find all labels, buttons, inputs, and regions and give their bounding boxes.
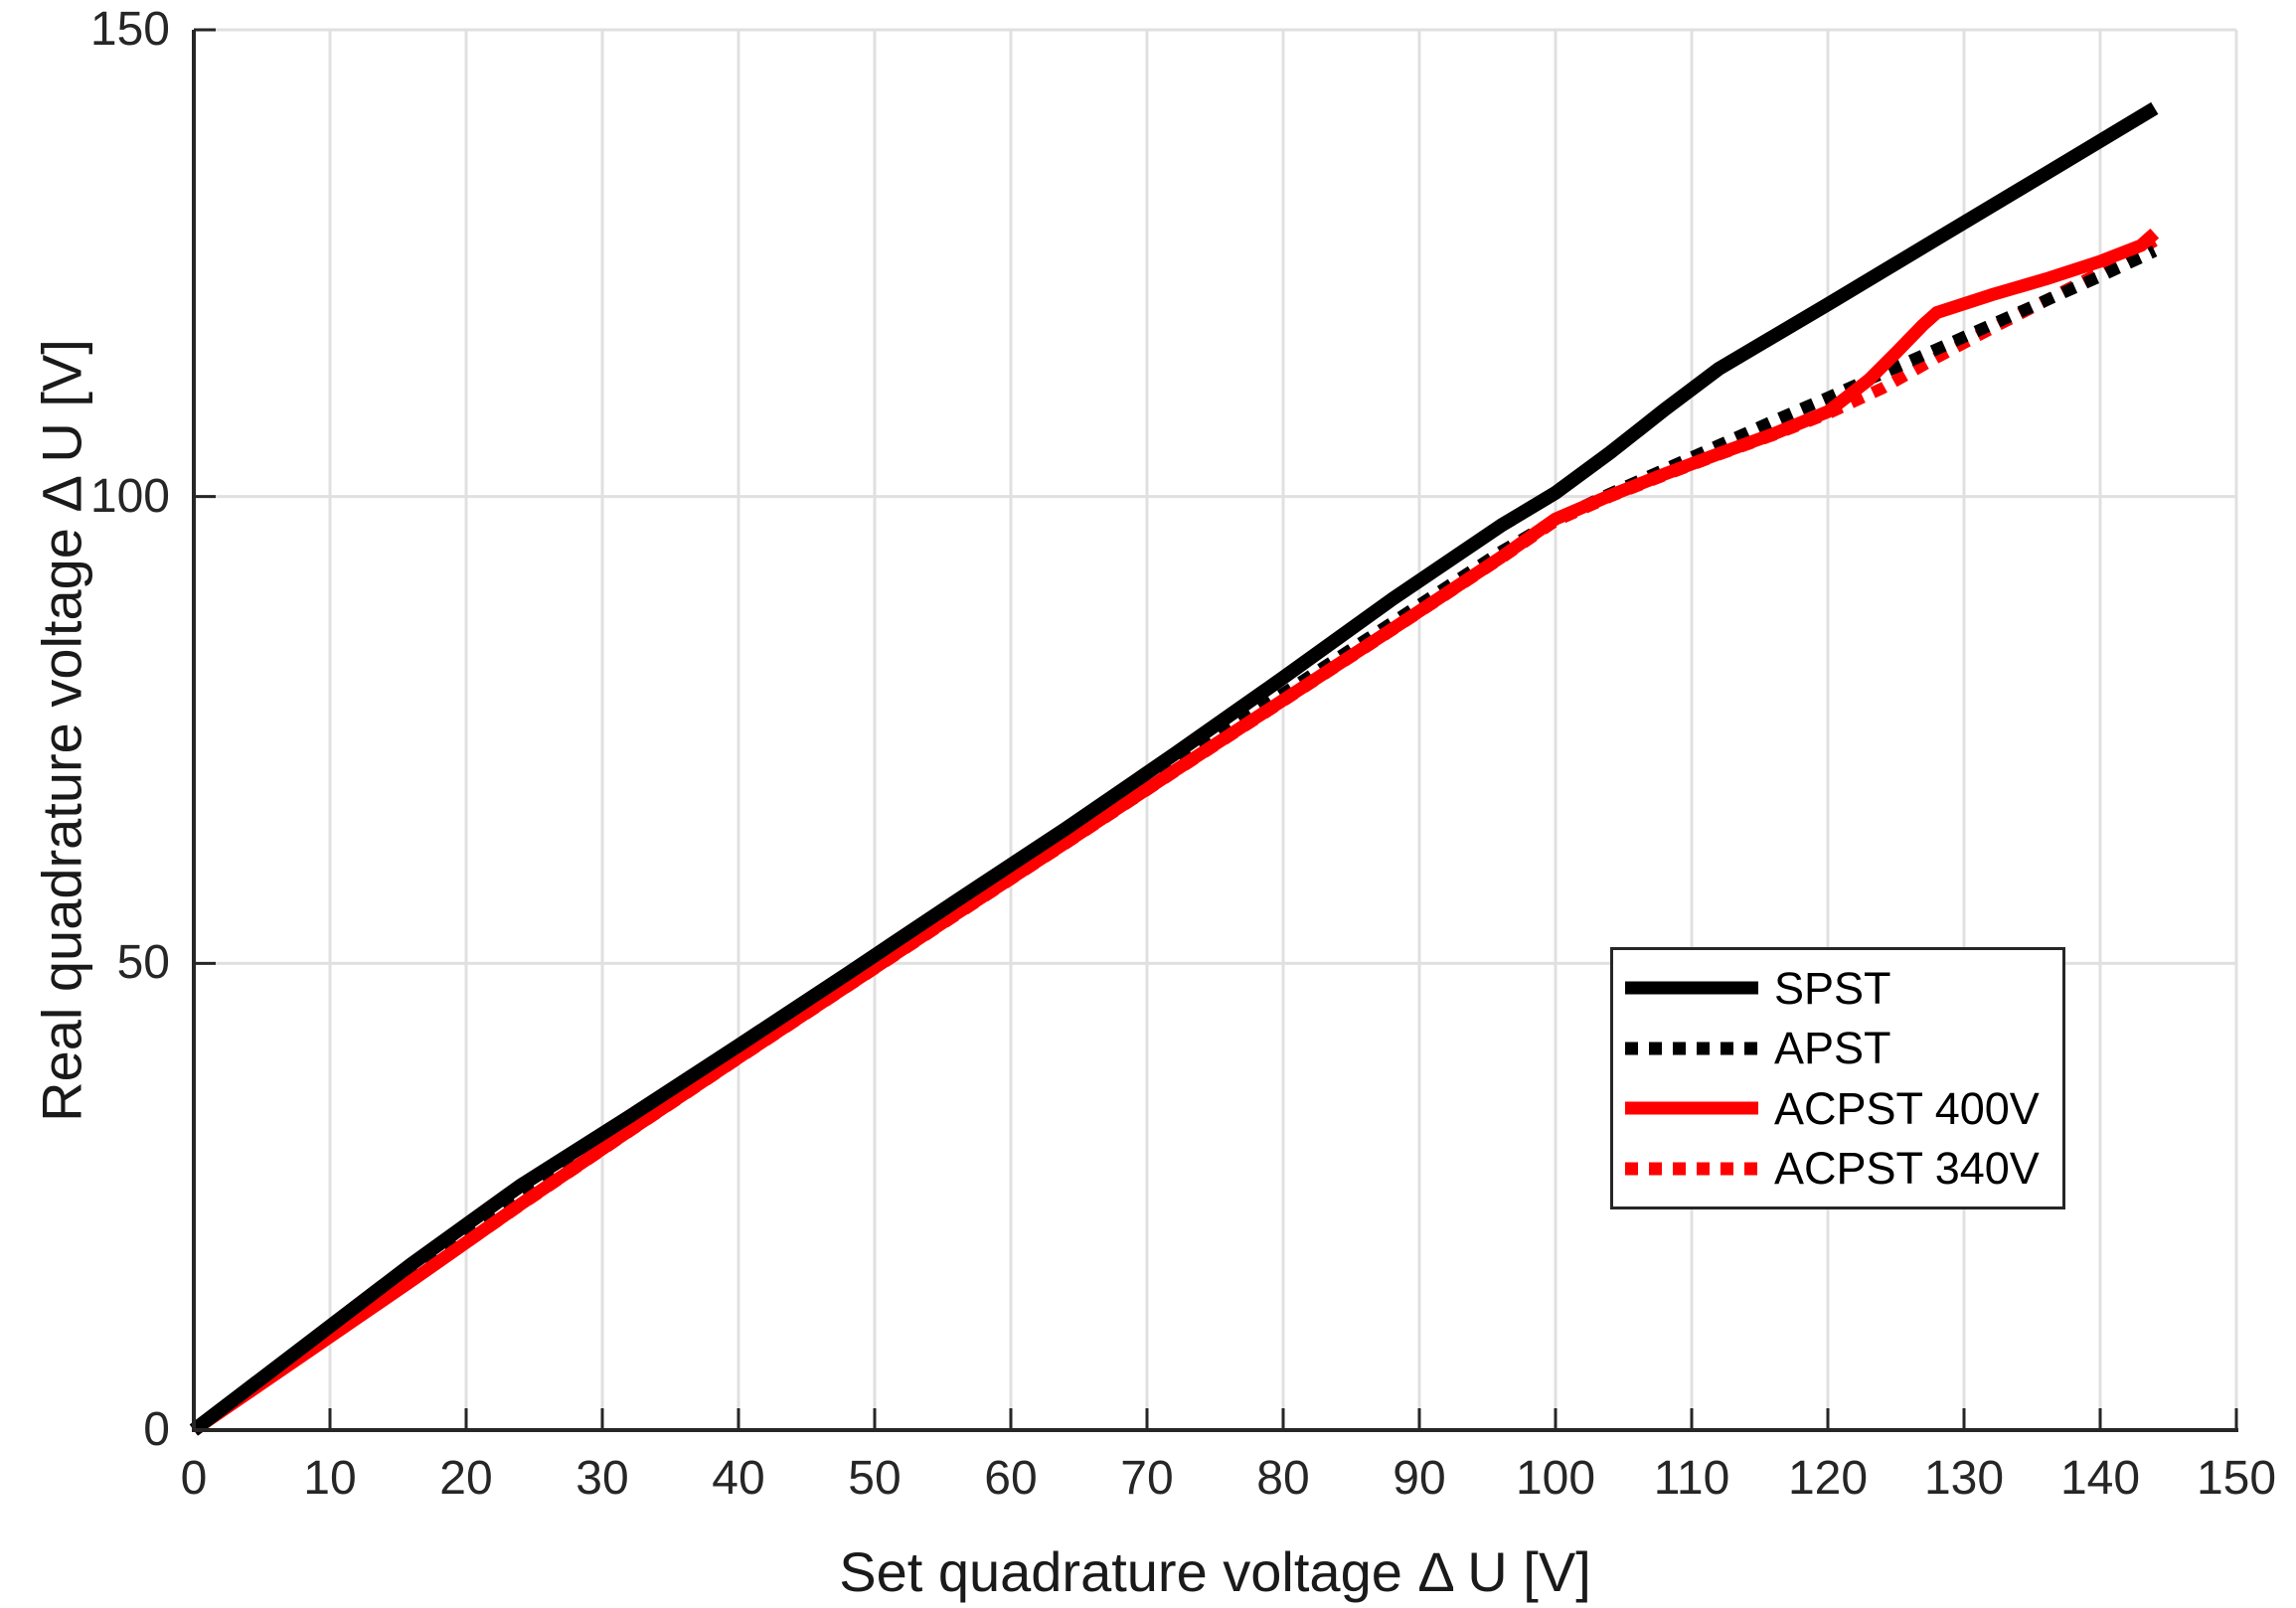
x-tick-label: 40 (712, 1452, 765, 1505)
legend-item-apst: APST (1623, 1026, 2052, 1070)
y-tick-label: 0 (143, 1403, 170, 1456)
legend-label: APST (1774, 1023, 1891, 1074)
x-tick-label: 150 (2196, 1452, 2277, 1505)
y-tick-label: 150 (89, 3, 170, 56)
series-line-acpst-400v (190, 228, 2160, 1436)
legend-item-spst: SPST (1623, 966, 2052, 1011)
series-line-acpst-340v (190, 236, 2158, 1435)
dotted-line-sample-icon (1625, 1162, 1758, 1176)
y-tick-label: 50 (116, 936, 170, 990)
legend-item-acpst-340v: ACPST 340V (1623, 1146, 2052, 1191)
series-line-apst (190, 245, 2158, 1435)
x-tick-label: 50 (848, 1452, 902, 1505)
x-tick-label: 70 (1120, 1452, 1174, 1505)
legend: SPST APST ACPST 400V ACPST 340V (1610, 947, 2065, 1209)
series-line-spst (189, 101, 2159, 1436)
x-tick-label: 90 (1393, 1452, 1446, 1505)
x-tick-label: 10 (303, 1452, 357, 1505)
x-tick-label: 0 (180, 1452, 208, 1505)
x-tick-label: 20 (439, 1452, 493, 1505)
legend-label: ACPST 400V (1774, 1082, 2040, 1134)
x-tick-label: 100 (1515, 1452, 1596, 1505)
solid-line-sample-icon (1625, 1101, 1758, 1115)
x-tick-label: 80 (1256, 1452, 1310, 1505)
y-axis-title: Real quadrature voltage Δ U [V] (30, 338, 93, 1122)
legend-item-acpst-400v: ACPST 400V (1623, 1086, 2052, 1131)
legend-label: SPST (1774, 962, 1891, 1014)
solid-line-sample-icon (1625, 981, 1758, 995)
x-tick-label: 130 (1923, 1452, 2005, 1505)
x-axis-title: Set quadrature voltage Δ U [V] (839, 1540, 1591, 1603)
x-tick-label: 120 (1787, 1452, 1869, 1505)
x-tick-label: 110 (1653, 1452, 1730, 1505)
y-tick-label: 100 (89, 469, 170, 523)
x-tick-label: 30 (575, 1452, 629, 1505)
x-tick-label: 140 (2059, 1452, 2141, 1505)
x-tick-label: 60 (984, 1452, 1038, 1505)
dotted-line-sample-icon (1625, 1042, 1758, 1055)
legend-label: ACPST 340V (1774, 1143, 2040, 1195)
